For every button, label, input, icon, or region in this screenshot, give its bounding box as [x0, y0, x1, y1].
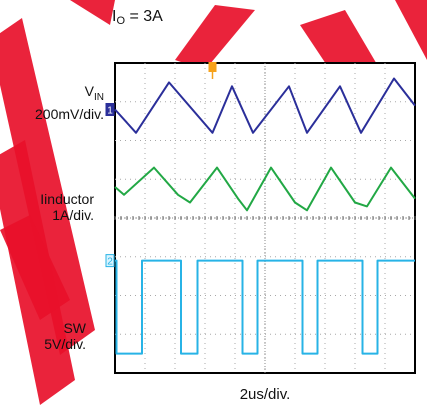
- sw-scale: 5V/div.: [44, 336, 86, 352]
- grid: [114, 63, 416, 373]
- condition-prefix: I: [112, 8, 117, 25]
- condition-subscript: O: [116, 15, 126, 27]
- inductor-trace: [114, 166, 416, 212]
- vin-channel-marker-text: 1: [107, 106, 113, 117]
- vin-label-main: V: [84, 83, 94, 99]
- watermark-stroke: [395, 0, 427, 60]
- vin-trace: [114, 77, 416, 134]
- inductor-label: Iinductor 1A/div.: [0, 191, 94, 223]
- vin-label: VIN 200mV/div.: [0, 83, 104, 122]
- sw-label-main: SW: [63, 320, 86, 336]
- sw-label: SW 5V/div.: [0, 320, 86, 352]
- sw-channel-marker: [105, 254, 115, 268]
- vin-label-sub: IN: [94, 91, 104, 103]
- sw-trace: [115, 259, 415, 355]
- watermark-stroke: [70, 0, 115, 25]
- x-axis-label: 2us/div.: [239, 386, 291, 403]
- inductor-scale: 1A/div.: [52, 207, 94, 223]
- vin-channel-marker: [105, 103, 115, 116]
- output-current-condition: IO = 3A: [112, 8, 163, 27]
- sw-channel-marker-text: 2: [107, 257, 113, 268]
- trigger-marker: [208, 62, 217, 72]
- condition-value: = 3A: [125, 8, 163, 25]
- vin-scale: 200mV/div.: [35, 105, 104, 122]
- watermark-stroke: [0, 18, 95, 355]
- watermark-stroke: [175, 5, 255, 70]
- watermark-stroke: [0, 215, 70, 320]
- inductor-label-main: Iinductor: [40, 191, 94, 207]
